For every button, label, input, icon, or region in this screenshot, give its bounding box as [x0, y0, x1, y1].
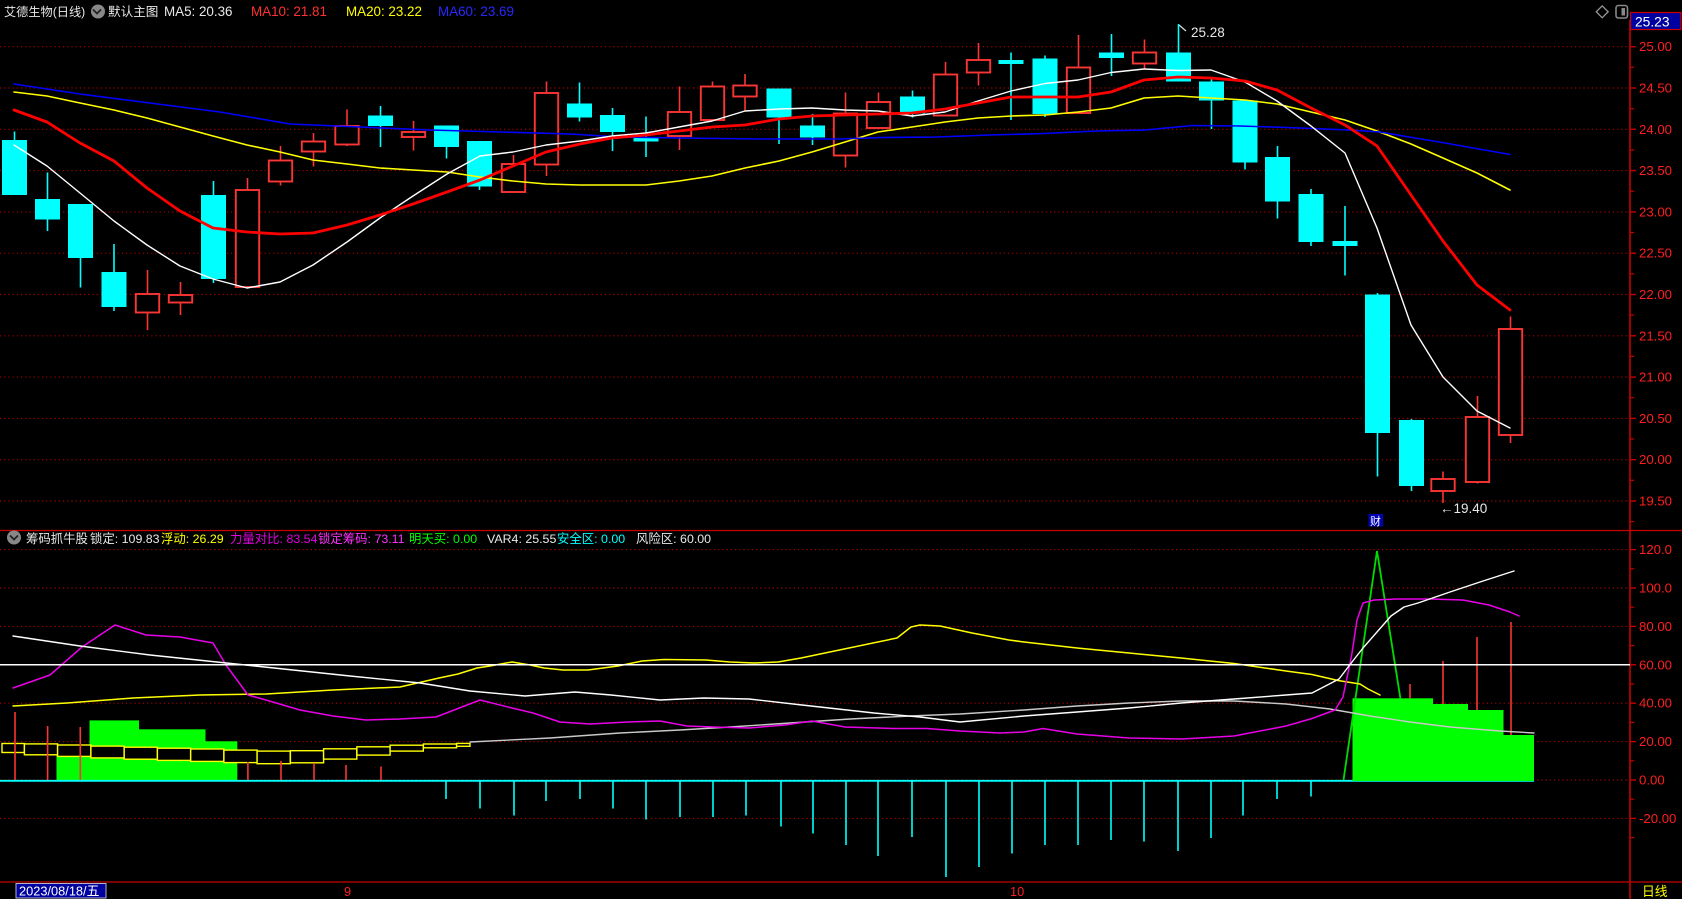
svg-text:MA10: 21.81: MA10: 21.81	[251, 4, 327, 19]
svg-text:23.50: 23.50	[1639, 163, 1672, 178]
svg-text:25.00: 25.00	[1639, 39, 1672, 54]
svg-text:9: 9	[344, 884, 351, 899]
svg-text:MA60: 23.69: MA60: 23.69	[438, 4, 514, 19]
svg-text:风险区: 60.00: 风险区: 60.00	[636, 531, 711, 546]
svg-text:100.0: 100.0	[1639, 581, 1672, 596]
svg-text:19.50: 19.50	[1639, 494, 1672, 509]
svg-text:0.00: 0.00	[1639, 773, 1665, 788]
svg-text:20.00: 20.00	[1639, 452, 1672, 467]
svg-text:-20.00: -20.00	[1639, 811, 1676, 826]
svg-text:60.00: 60.00	[1639, 657, 1672, 672]
svg-text:安全区: 0.00: 安全区: 0.00	[557, 531, 625, 546]
svg-text:力量对比: 83.54: 力量对比: 83.54	[230, 532, 318, 546]
svg-text:锁定筹码: 73.11: 锁定筹码: 73.11	[318, 531, 405, 546]
svg-text:2023/08/18/五: 2023/08/18/五	[19, 884, 100, 899]
svg-text:120.0: 120.0	[1639, 542, 1672, 557]
svg-text:80.00: 80.00	[1639, 619, 1672, 634]
svg-text:艾德生物(日线): 艾德生物(日线)	[4, 4, 85, 19]
svg-text:24.50: 24.50	[1639, 81, 1672, 96]
svg-text:日线: 日线	[1642, 884, 1668, 899]
svg-text:VAR4: 25.55: VAR4: 25.55	[487, 532, 556, 546]
svg-text:明天买: 0.00: 明天买: 0.00	[409, 532, 477, 546]
svg-text:20.50: 20.50	[1639, 411, 1672, 426]
svg-text:默认主图: 默认主图	[108, 4, 158, 19]
svg-text:24.00: 24.00	[1639, 122, 1672, 137]
svg-text:25.28: 25.28	[1191, 25, 1225, 40]
svg-text:25.23: 25.23	[1635, 15, 1670, 30]
svg-text:锁定: 109.83: 锁定: 109.83	[90, 531, 160, 546]
svg-text:22.00: 22.00	[1639, 287, 1672, 302]
svg-text:浮动: 26.29: 浮动: 26.29	[161, 532, 224, 546]
svg-text:40.00: 40.00	[1639, 696, 1672, 711]
svg-text:10: 10	[1010, 884, 1024, 899]
svg-text:←19.40: ←19.40	[1440, 501, 1487, 516]
svg-text:22.50: 22.50	[1639, 246, 1672, 261]
svg-text:财: 财	[1370, 514, 1381, 528]
svg-text:MA5: 20.36: MA5: 20.36	[164, 4, 232, 19]
svg-text:筹码抓牛股: 筹码抓牛股	[26, 531, 88, 546]
svg-text:21.50: 21.50	[1639, 328, 1672, 343]
svg-text:20.00: 20.00	[1639, 734, 1672, 749]
svg-text:MA20: 23.22: MA20: 23.22	[346, 4, 422, 19]
svg-text:23.00: 23.00	[1639, 204, 1672, 219]
svg-text:21.00: 21.00	[1639, 370, 1672, 385]
